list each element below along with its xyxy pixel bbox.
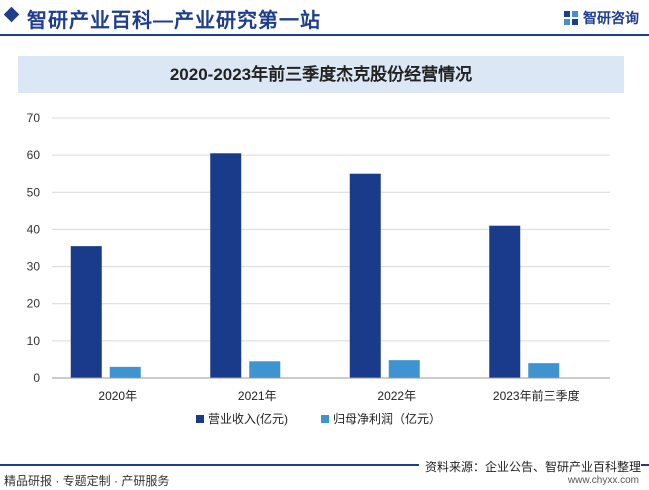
legend-swatch	[321, 415, 329, 423]
bar	[349, 173, 381, 378]
source-note: 资料来源：企业公告、智研产业百科整理	[418, 458, 641, 475]
logo-icon	[564, 11, 578, 25]
bar	[109, 366, 141, 378]
chart-title-band: 2020-2023年前三季度杰克股份经营情况	[18, 56, 624, 93]
bar	[528, 363, 560, 378]
y-tick-label: 60	[27, 148, 41, 162]
site-title: 智研产业百科—产业研究第一站	[27, 10, 321, 32]
x-tick-label: 2022年	[377, 389, 416, 403]
header-divider	[0, 34, 649, 36]
x-tick-label: 2020年	[98, 389, 137, 403]
footer-tagline: 精品研报 · 专题定制 · 产研服务	[4, 474, 170, 488]
y-tick-label: 40	[27, 222, 41, 236]
footer-divider	[0, 464, 649, 466]
bar	[249, 361, 281, 378]
bar	[210, 153, 242, 378]
chart-title: 2020-2023年前三季度杰克股份经营情况	[169, 65, 473, 84]
logo-text: 智研咨询	[583, 10, 639, 26]
header-bar: 智研产业百科—产业研究第一站 智研咨询	[0, 0, 649, 36]
y-tick-label: 20	[27, 297, 41, 311]
bar	[489, 225, 521, 378]
y-tick-label: 70	[27, 111, 41, 125]
brand-logo[interactable]: 智研咨询	[563, 8, 639, 28]
site-url[interactable]: www.chyxx.com	[567, 475, 639, 486]
y-tick-label: 0	[33, 371, 40, 385]
x-tick-label: 2021年	[238, 389, 277, 403]
legend-label: 归母净利润（亿元）	[333, 411, 441, 426]
legend-swatch	[196, 415, 204, 423]
bar-chart: 0 10 20 30 40 50 60 70 2020年 2021年 2022年 2023年前三季度营…	[27, 111, 610, 426]
y-tick-label: 30	[27, 260, 41, 274]
diamond-icon	[3, 6, 20, 23]
y-tick-label: 10	[27, 334, 41, 348]
legend-label: 营业收入(亿元)	[208, 411, 288, 426]
y-tick-label: 50	[27, 185, 41, 199]
x-tick-label: 2023年前三季度	[493, 388, 580, 403]
bar	[70, 246, 102, 378]
bar	[388, 360, 420, 378]
